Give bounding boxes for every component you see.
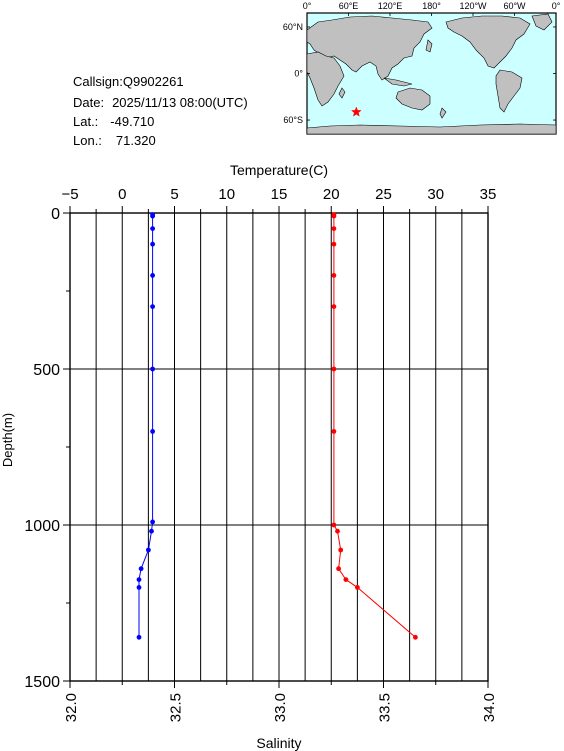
map-longitude-label: 120°E (378, 1, 403, 11)
salinity-point (150, 226, 156, 232)
lon-line: Lon.: 71.320 (73, 133, 156, 148)
land-new-zealand (439, 107, 447, 119)
salinity-point (136, 577, 142, 582)
map-longitude-labels: 0° 60°E 120°E 180° 120°W 60°W 0° (303, 1, 561, 16)
temperature-point (331, 213, 337, 219)
salinity-tick-label: 34.0 (481, 693, 498, 722)
land-africa (306, 51, 345, 107)
lat-value: -49.710 (110, 114, 154, 129)
salinity-point (136, 634, 142, 640)
chart-grid (70, 213, 488, 681)
station-info: Callsign:Q9902261 Date: 2025/11/13 08:00(… (73, 74, 248, 148)
temperature-tick-label: −5 (61, 186, 78, 203)
depth-tick-label: 0 (51, 206, 60, 223)
station-marker (350, 106, 362, 117)
temperature-point (331, 366, 337, 372)
salinity-point (150, 429, 156, 434)
map-latitude-label: 60°N (283, 22, 303, 32)
land-antarctica (306, 123, 557, 135)
salinity-point (150, 273, 156, 278)
temperature-point (331, 226, 337, 232)
lon-label: Lon.: (73, 133, 102, 148)
date-label: Date: (73, 95, 104, 110)
temperature-point (335, 528, 340, 534)
land-north-america (445, 15, 531, 69)
date-value: 2025/11/13 08:00(UTC) (112, 95, 248, 110)
depth-tick-label: 1500 (24, 674, 60, 691)
depth-tick-label: 500 (33, 362, 60, 379)
land-greenland (531, 13, 553, 31)
salinity-tick-label: 33.5 (377, 693, 394, 722)
lat-label: Lat.: (73, 114, 98, 129)
salinity-point (150, 304, 156, 309)
temperature-tick-label: 10 (218, 186, 235, 203)
temperature-point (413, 634, 418, 640)
temperature-tick-label: 0 (118, 186, 126, 203)
temperature-axis: −5 0 5 10 15 20 25 30 35 (61, 186, 496, 213)
map-latitude-label: 60°S (283, 115, 303, 125)
land-australia (395, 87, 431, 111)
profile-series (136, 212, 418, 640)
map-longitude-label: 0° (552, 1, 561, 11)
temperature-tick-label: 25 (375, 186, 392, 203)
lat-line: Lat.: -49.710 (73, 114, 154, 129)
temperature-axis-title: Temperature(C) (230, 162, 328, 178)
salinity-line (138, 214, 154, 638)
map-longitude-label: 120°W (459, 1, 487, 11)
salinity-point (136, 585, 142, 590)
temperature-point (331, 429, 337, 434)
salinity-point (146, 547, 151, 553)
land-indonesia (383, 77, 413, 87)
map-latitude-labels: 60°N 0° 60°S (283, 22, 556, 125)
depth-tick-label: 1000 (24, 518, 60, 535)
callsign-value: Q9902261 (123, 74, 184, 89)
salinity-point (150, 241, 156, 247)
land-south-america (495, 69, 523, 113)
salinity-point (138, 566, 144, 572)
temperature-point (355, 585, 360, 590)
map-landmasses (306, 13, 557, 135)
temperature-point (336, 566, 341, 572)
temperature-tick-label: 5 (170, 186, 178, 203)
map-longitude-label: 60°W (503, 1, 526, 11)
temperature-point (343, 577, 349, 582)
salinity-point (150, 519, 156, 525)
temperature-point (338, 547, 344, 553)
location-map: 0° 60°E 120°E 180° 120°W 60°W 0° 60°N 0° 60°S (283, 1, 561, 135)
callsign-line: Callsign:Q9902261 (73, 74, 184, 89)
temperature-tick-label: 15 (271, 186, 288, 203)
profile-chart: −5 0 5 10 15 20 25 30 35 32.0 32.5 33.0 33.5 34.0 05… (0, 162, 498, 751)
salinity-axis-title: Salinity (256, 735, 301, 751)
temperature-point (331, 241, 337, 247)
map-longitude-label: 60°E (339, 1, 359, 11)
map-longitude-label: 180° (422, 1, 441, 11)
temperature-line (333, 214, 416, 638)
temperature-tick-label: 30 (427, 186, 444, 203)
salinity-point (149, 528, 154, 534)
salinity-axis: 32.0 32.5 33.0 33.5 34.0 (63, 681, 498, 722)
station-star-icon (350, 106, 362, 117)
salinity-point (150, 366, 156, 372)
temperature-tick-label: 20 (323, 186, 340, 203)
depth-axis: 0 500 1000 1500 (24, 206, 70, 691)
temperature-point (331, 522, 337, 528)
temperature-point (331, 273, 337, 278)
land-japan (425, 39, 433, 53)
salinity-tick-label: 33.0 (272, 693, 289, 722)
temperature-point (331, 304, 337, 309)
callsign-label: Callsign: (73, 74, 123, 89)
lon-value: 71.320 (116, 133, 156, 148)
salinity-point (150, 213, 156, 219)
map-longitude-label: 0° (303, 1, 312, 11)
salinity-tick-label: 32.0 (63, 693, 80, 722)
land-madagascar (338, 87, 346, 99)
salinity-tick-label: 32.5 (168, 693, 185, 722)
date-line: Date: 2025/11/13 08:00(UTC) (73, 95, 248, 110)
map-latitude-label: 0° (294, 69, 303, 79)
depth-axis-title: Depth(m) (0, 413, 15, 467)
temperature-tick-label: 35 (480, 186, 497, 203)
